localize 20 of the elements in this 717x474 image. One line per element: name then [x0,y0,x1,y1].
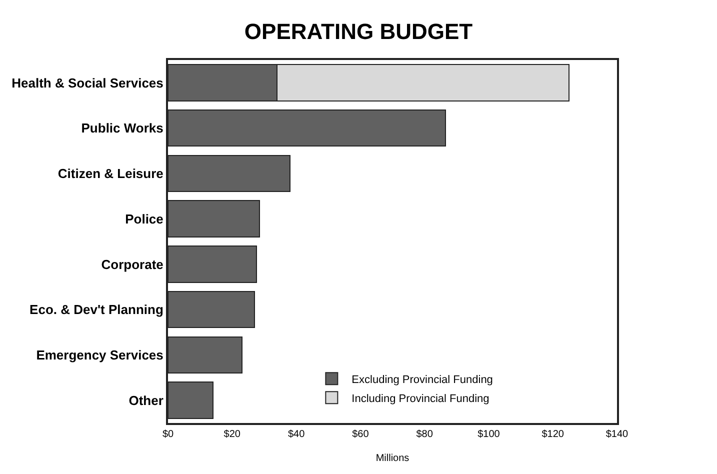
y-tick-label: Health & Social Services [12,75,164,90]
x-tick-label: $60 [352,429,370,440]
x-axis-title: Millions [376,453,410,464]
x-tick-label: $140 [606,429,629,440]
y-tick-label: Corporate [101,256,164,272]
x-tick-label: $0 [162,429,174,440]
y-tick-label: Citizen & Leisure [58,166,164,181]
y-tick-label: Other [128,392,164,408]
x-tick-label: $120 [542,429,564,440]
y-tick-label: Eco. & Dev't Planning [30,302,164,318]
y-tick-label: Emergency Services [36,347,164,362]
legend-label: Including Provincial Funding [352,392,490,405]
legend-label: Excluding Provincial Funding [352,374,493,386]
chart-title: OPERATING BUDGET [244,19,474,44]
y-tick-label: Police [125,211,164,226]
y-tick-label: Public Works [81,120,164,136]
x-tick-label: $20 [224,429,241,440]
x-tick-label: $100 [478,429,500,440]
x-tick-label: $40 [288,429,306,440]
x-tick-label: $80 [416,429,434,440]
